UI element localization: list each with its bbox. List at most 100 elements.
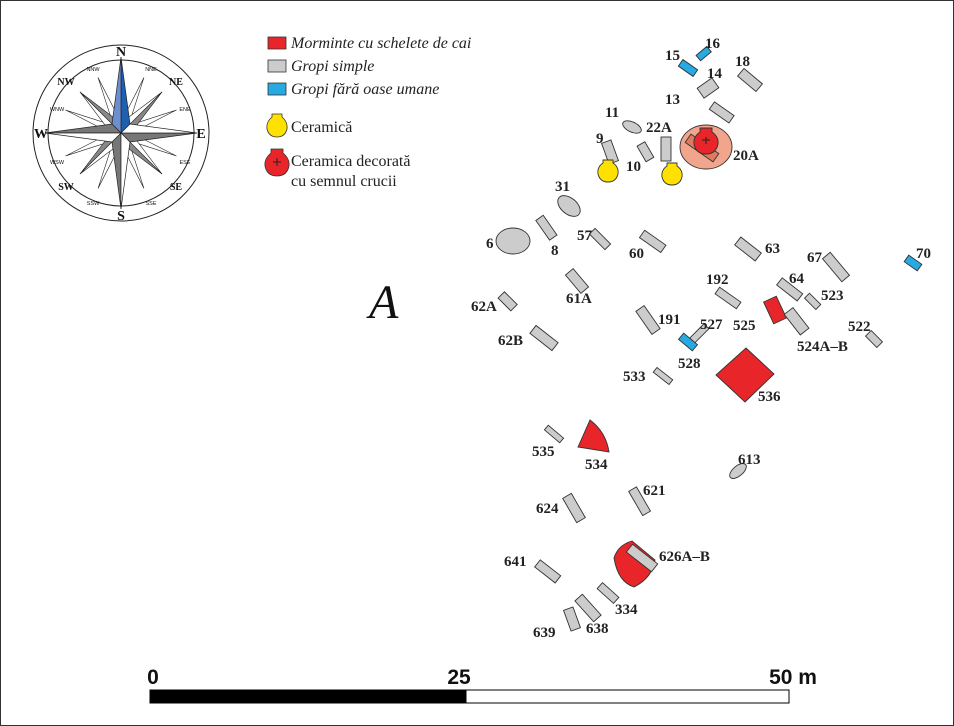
pit-523 [805,293,821,309]
pit-639 [564,607,581,631]
label-62b: 62B [498,333,523,349]
pit-11 [621,118,643,136]
vessel-22a [662,163,682,185]
pit-191 [636,306,660,335]
compass-nnw-label: NNW [86,67,100,73]
compass-ese-label: ESE [179,160,190,166]
legend-swatch-no-human-bones [268,83,286,95]
pit-62a [498,292,517,311]
label-533: 533 [623,369,646,385]
compass-wsw-label: WSW [50,160,65,166]
label-334: 334 [615,602,638,618]
label-16: 16 [705,36,721,52]
label-9: 9 [596,131,604,147]
label-191: 191 [658,312,681,328]
compass-west-label: W [34,127,48,142]
scale-bar: 0 25 50 m [147,666,817,703]
legend-swatch-horse-graves [268,37,286,49]
label-621: 621 [643,483,666,499]
compass-nw-label: NW [57,77,74,88]
scale-bar-second-half [466,690,789,703]
label-534: 534 [585,457,608,473]
pit-57 [589,228,610,249]
label-523: 523 [821,288,844,304]
label-641: 641 [504,554,527,570]
pit-6 [496,228,530,254]
area-label: A [366,276,399,329]
label-528: 528 [678,356,701,372]
pit-641 [535,560,561,583]
label-613: 613 [738,452,761,468]
compass-sw-label: SW [58,182,74,193]
pit-535 [544,425,563,442]
legend-swatch-simple-pits [268,60,286,72]
compass-ssw-label: SSW [87,201,100,207]
label-535: 535 [532,444,555,460]
label-524ab: 524A–B [797,339,848,355]
scale-tick-50m: 50 m [769,666,817,689]
pit-13 [709,102,734,123]
compass-nne-label: NNE [145,67,157,73]
legend-label-horse-graves: Morminte cu schelete de cai [290,35,471,52]
pit-533 [653,367,672,384]
label-639: 639 [533,625,556,641]
label-31: 31 [555,179,570,195]
legend-label-decorated-pottery-line2: cu semnul crucii [291,173,397,190]
label-70: 70 [916,246,931,262]
pit-31 [554,192,584,221]
label-60: 60 [629,246,644,262]
pit-63 [735,237,762,261]
legend: Morminte cu schelete de cai Gropi simple… [265,35,472,190]
scale-bar-first-half [150,690,466,703]
scale-tick-0: 0 [147,666,159,689]
label-192: 192 [706,272,729,288]
pit-18 [738,68,763,91]
legend-label-pottery: Ceramică [291,119,352,136]
label-22a: 22A [646,120,672,136]
compass-north-label: N [116,45,126,60]
label-14: 14 [707,66,723,82]
label-67: 67 [807,250,823,266]
compass-ene-label: ENE [179,107,191,113]
label-20a: 20A [733,148,759,164]
pit-624 [563,493,586,522]
scale-tick-25: 25 [447,666,471,689]
label-15: 15 [665,48,680,64]
pit-15 [678,60,697,77]
label-62a: 62A [471,299,497,315]
label-536: 536 [758,389,781,405]
label-10: 10 [626,159,641,175]
label-527: 527 [700,317,723,333]
compass-wnw-label: WNW [50,107,65,113]
pit-638 [575,594,601,621]
pit-8 [536,215,557,240]
label-638: 638 [586,621,609,637]
compass-rose: N S E W NW NE SW SE NNW NNE ENE ESE SSE … [33,45,209,224]
compass-se-label: SE [170,182,183,193]
grave-534 [578,420,609,452]
legend-label-simple-pits: Gropi simple [291,58,374,75]
pit-22a [661,137,671,161]
pit-67 [823,252,850,281]
label-522: 522 [848,319,871,335]
pottery-icon [267,114,287,137]
legend-label-decorated-pottery: Ceramica decorată [291,153,410,170]
compass-ne-label: NE [169,77,183,88]
compass-sse-label: SSE [145,201,156,207]
label-13: 13 [665,92,680,108]
pit-62b [530,325,558,350]
pit-524ab [784,308,809,335]
pit-61a [565,269,588,294]
label-18: 18 [735,54,750,70]
legend-label-no-human-bones: Gropi fără oase umane [291,81,439,98]
pit-334 [597,583,619,604]
grave-525 [764,296,787,324]
label-64: 64 [789,271,805,287]
label-57: 57 [577,228,593,244]
label-11: 11 [605,105,619,121]
vessel-9 [598,160,618,182]
label-8: 8 [551,243,559,259]
label-63: 63 [765,241,780,257]
label-624: 624 [536,501,559,517]
